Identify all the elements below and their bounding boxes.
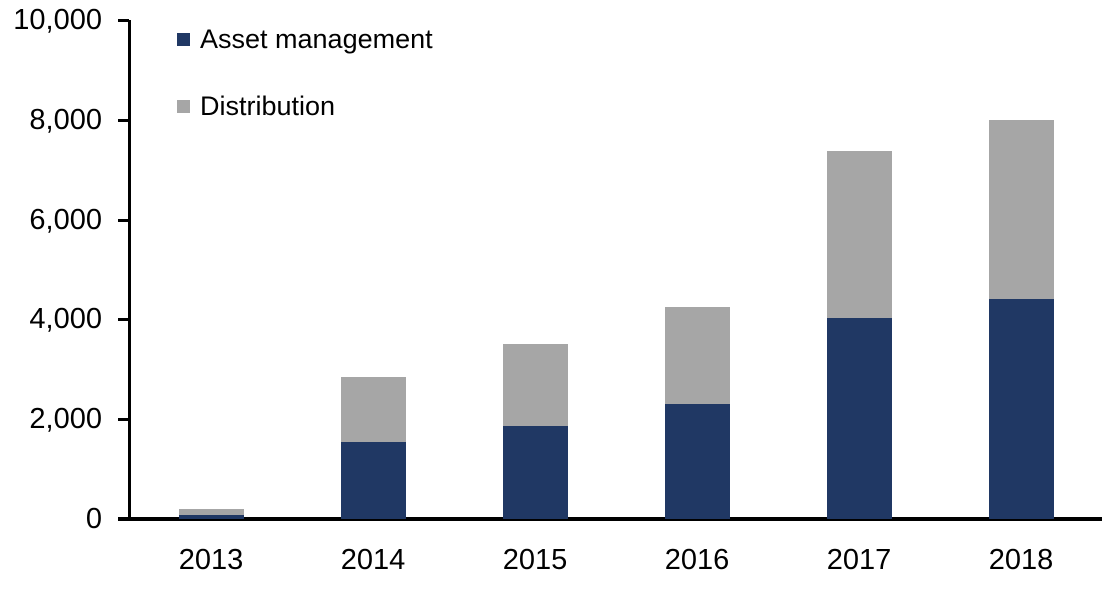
bar-segment-2018-asset-management [988, 299, 1054, 519]
x-tick-label-2018: 2018 [988, 544, 1054, 576]
y-tick-label: 10,000 [13, 4, 102, 36]
x-tick-label-2015: 2015 [502, 544, 568, 576]
y-tick-label: 8,000 [29, 103, 102, 136]
distribution-swatch [177, 99, 190, 113]
bar-segment-2015-distribution [502, 344, 568, 426]
bar-segment-2013-asset-management [178, 515, 244, 519]
bar-segment-2013-distribution [178, 509, 244, 515]
y-tick-label: 0 [85, 503, 102, 535]
legend-label-distribution: Distribution [200, 90, 336, 121]
y-tick-label: 4,000 [29, 303, 102, 336]
bar-segment-2017-asset-management [826, 317, 892, 519]
y-tick [118, 518, 129, 521]
y-tick-label: 6,000 [29, 203, 102, 236]
bar-segment-2014-distribution [340, 376, 406, 442]
bar-segment-2017-distribution [826, 150, 892, 318]
y-tick [118, 118, 129, 122]
y-axis-line [128, 20, 131, 519]
x-tick-label-2017: 2017 [826, 544, 892, 576]
y-tick [118, 418, 129, 422]
bar-segment-2016-distribution [664, 306, 730, 405]
x-tick-label-2013: 2013 [178, 544, 244, 576]
y-tick [118, 19, 129, 22]
bar-segment-2015-asset-management [502, 425, 568, 519]
legend: Asset management Distribution [177, 23, 433, 160]
y-tick [118, 318, 129, 322]
x-axis-line [118, 517, 1102, 521]
bar-segment-2018-distribution [988, 119, 1054, 300]
x-tick-label-2016: 2016 [664, 544, 730, 576]
bar-segment-2014-asset-management [340, 441, 406, 519]
legend-label-asset-management: Asset management [200, 23, 433, 54]
bar-segment-2016-asset-management [664, 404, 730, 519]
legend-item-asset-management: Asset management [177, 23, 433, 54]
legend-item-distribution: Distribution [177, 90, 433, 121]
asset-management-swatch [177, 32, 190, 46]
y-tick [118, 218, 129, 222]
x-tick-label-2014: 2014 [340, 544, 406, 576]
y-tick-label: 2,000 [29, 403, 102, 436]
